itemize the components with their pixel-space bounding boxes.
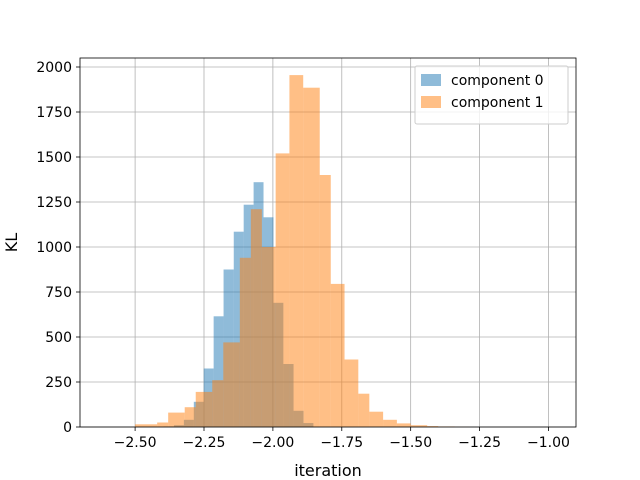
series-1-bar-4	[195, 391, 213, 427]
x-tick-label-3: −1.75	[320, 435, 363, 451]
series-0-bar-5	[213, 316, 224, 427]
x-tick-label-4: −1.50	[389, 435, 432, 451]
x-tick-label-2: −2.00	[251, 435, 294, 451]
y-tick-label-5: 1250	[36, 195, 72, 211]
y-axis-label: KL	[2, 233, 21, 252]
series-1-bar-1	[157, 422, 169, 427]
y-tick-label-1: 250	[45, 375, 72, 391]
series-1-bar-10	[275, 153, 290, 427]
series-1-bar-18	[383, 419, 397, 427]
series-1-bar-11	[289, 75, 304, 427]
x-tick-label-5: −1.25	[458, 435, 501, 451]
series-1-bar-16	[358, 393, 370, 427]
series-1-bar-7	[239, 257, 251, 427]
legend-swatch-0	[421, 74, 441, 86]
x-tick-label-1: −2.25	[183, 435, 226, 451]
series-1-bar-21	[427, 426, 439, 427]
legend-label-1: component 1	[451, 95, 544, 111]
series-1-bar-9	[261, 247, 276, 427]
y-tick-label-7: 1750	[36, 105, 72, 121]
series-1-bar-14	[330, 283, 345, 427]
series-1-bar-0	[135, 424, 158, 427]
series-1-bar-13	[319, 175, 331, 427]
y-tick-label-4: 1000	[36, 240, 72, 256]
y-axis-ticks: 0 250 500 750 1000 1250 1500 1750 2000	[36, 60, 80, 436]
x-tick-label-0: −2.50	[114, 435, 157, 451]
series-0-bar-7	[233, 231, 244, 427]
series-1-bar-19	[396, 423, 411, 427]
series-1-bar-5	[212, 380, 224, 427]
x-axis-ticks: −2.50 −2.25 −2.00 −1.75 −1.50 −1.25 −1.00	[114, 427, 570, 451]
legend-label-0: component 0	[451, 73, 544, 89]
legend-box	[414, 65, 569, 125]
series-1-bar-8	[250, 209, 262, 427]
y-tick-label-8: 2000	[36, 60, 72, 76]
histogram-bars	[135, 75, 469, 427]
legend-swatch-1	[421, 96, 441, 108]
series-1-bar-6	[223, 342, 240, 427]
plot-frame	[79, 57, 577, 428]
y-tick-label-6: 1500	[36, 150, 72, 166]
series-1-bar-3	[184, 407, 196, 427]
series-1-bar-17	[369, 411, 384, 427]
series-1-bar-15	[344, 359, 359, 427]
y-tick-label-2: 500	[45, 330, 72, 346]
series-1-bar-12	[303, 87, 320, 427]
series-1-bar-20	[410, 425, 428, 427]
y-tick-label-0: 0	[63, 420, 72, 436]
legend: component 0 component 1	[414, 65, 569, 125]
series-1-bar-2	[168, 412, 185, 427]
x-axis-label: iteration	[294, 461, 362, 480]
y-tick-label-3: 750	[45, 285, 72, 301]
x-tick-label-6: −1.00	[527, 435, 570, 451]
